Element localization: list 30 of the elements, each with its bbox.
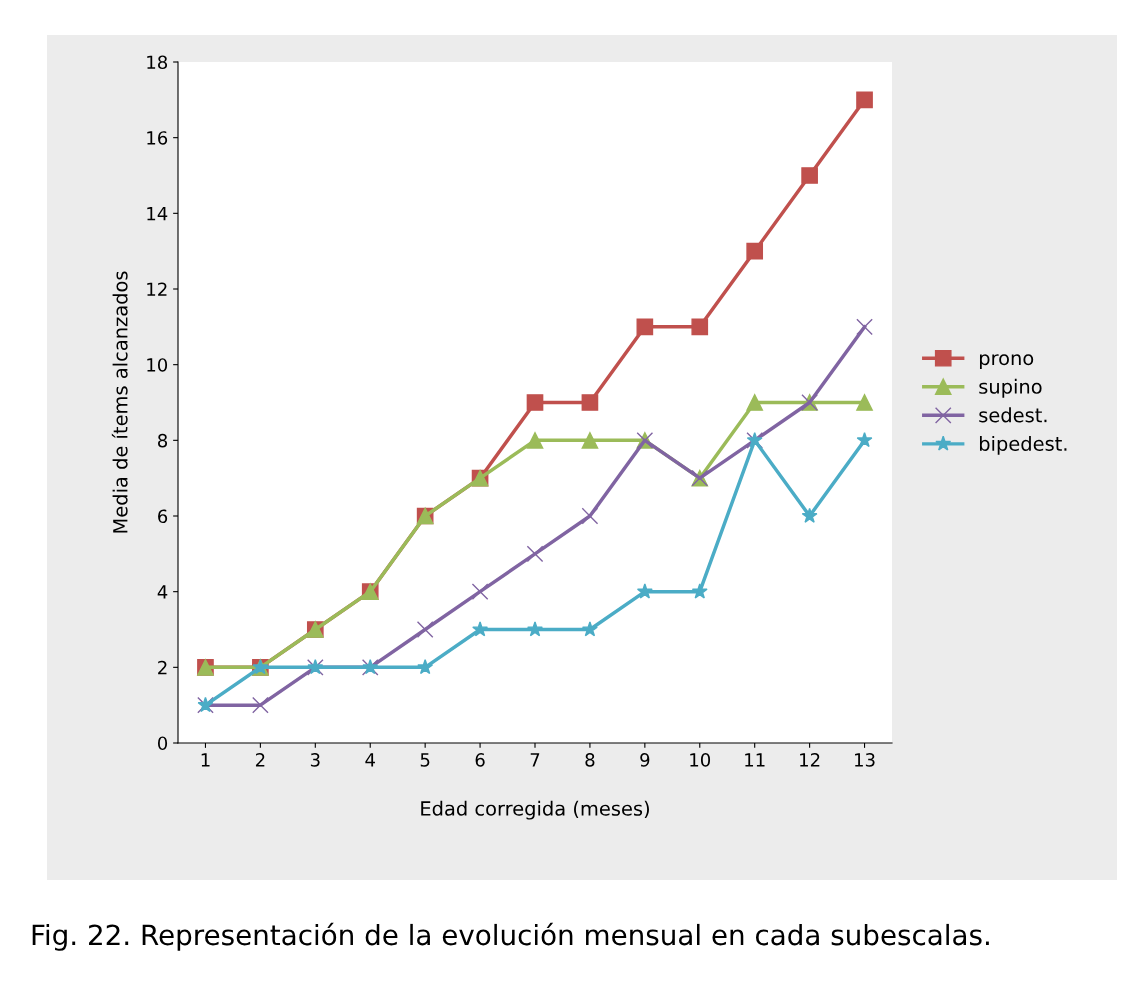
legend-label: supino [979,378,1042,398]
legend-label: bipedest. [979,435,1067,455]
x-tick-label: 9 [640,753,650,767]
legend-label: prono [979,354,1034,370]
y-tick-label: 14 [147,207,168,221]
y-tick-label: 12 [147,282,167,296]
x-tick-label: 1 [201,753,210,767]
x-tick-label: 3 [310,753,320,767]
y-tick-label: 6 [158,509,168,524]
x-tick-label: 12 [800,753,820,767]
y-tick-label: 2 [158,660,167,675]
y-tick-label: 18 [147,55,168,70]
y-tick-label: 8 [158,433,168,448]
x-axis-title: Edad corregida (meses) [421,800,649,820]
y-tick-label: 16 [147,131,168,145]
x-tick-label: 8 [585,753,595,767]
x-tick-label: 2 [255,753,265,767]
legend-label: sedest. [979,407,1047,423]
x-tick-label: 7 [530,753,540,767]
x-tick-label: 5 [420,753,430,767]
x-tick-label: 11 [745,753,765,767]
y-tick-label: 4 [157,585,168,599]
x-tick-label: 4 [365,753,375,767]
x-tick-label: 13 [855,753,875,767]
x-tick-label: 6 [475,753,485,767]
y-tick-label: 0 [157,736,168,751]
y-tick-label: 10 [147,358,168,372]
y-axis-title: Media de ítems alcanzados [111,271,128,533]
caption: Fig. 22. Representación de la evolución mensual en cada subescalas. [32,922,989,951]
x-tick-label: 10 [690,753,711,767]
